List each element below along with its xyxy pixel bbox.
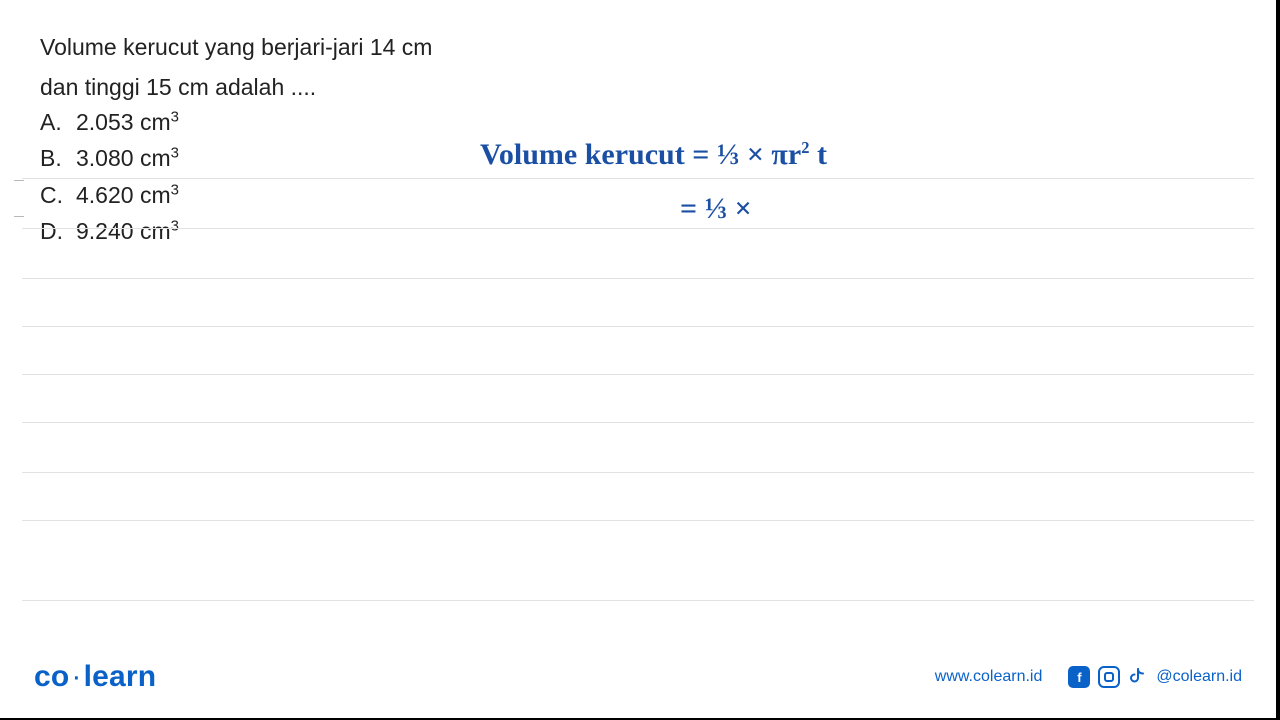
tiktok-icon: [1128, 666, 1146, 688]
option-c-value: 4.620 cm3: [76, 177, 179, 213]
handwritten-formula-line-1: Volume kerucut = ⅓ × πr2 t: [480, 138, 827, 172]
ruled-line: [22, 472, 1254, 473]
social-icons: f @colearn.id: [1068, 666, 1242, 688]
question-text: Volume kerucut yang berjari-jari 14 cm d…: [40, 30, 460, 105]
ruled-line: [22, 228, 1254, 229]
ruled-line: [22, 600, 1254, 601]
ruled-line: [22, 374, 1254, 375]
instagram-icon: [1098, 666, 1120, 688]
handwritten-formula-line-2: = ⅓ ×: [680, 192, 752, 226]
margin-tick: [14, 180, 24, 181]
ruled-line: [22, 326, 1254, 327]
question-line-1: Volume kerucut yang berjari-jari 14 cm: [40, 30, 460, 66]
option-d: D. 9.240 cm3: [40, 213, 179, 249]
option-d-value: 9.240 cm3: [76, 213, 179, 249]
option-b-value: 3.080 cm3: [76, 140, 179, 176]
website-url: www.colearn.id: [935, 668, 1043, 686]
question-line-2: dan tinggi 15 cm adalah ....: [40, 70, 460, 106]
option-c: C. 4.620 cm3: [40, 177, 179, 213]
ruled-line: [22, 178, 1254, 179]
brand-logo: co·learn: [34, 660, 156, 694]
option-a-label: A.: [40, 104, 76, 140]
page: Volume kerucut yang berjari-jari 14 cm d…: [0, 0, 1280, 720]
ruled-line: [22, 520, 1254, 521]
margin-tick: [14, 216, 24, 217]
option-a-value: 2.053 cm3: [76, 104, 179, 140]
option-b-label: B.: [40, 140, 76, 176]
social-handle: @colearn.id: [1156, 668, 1242, 686]
ruled-line: [22, 278, 1254, 279]
footer: co·learn www.colearn.id f @colearn.id: [0, 660, 1276, 694]
option-b: B. 3.080 cm3: [40, 140, 179, 176]
option-c-label: C.: [40, 177, 76, 213]
option-d-label: D.: [40, 213, 76, 249]
ruled-line: [22, 422, 1254, 423]
facebook-icon: f: [1068, 666, 1090, 688]
option-a: A. 2.053 cm3: [40, 104, 179, 140]
